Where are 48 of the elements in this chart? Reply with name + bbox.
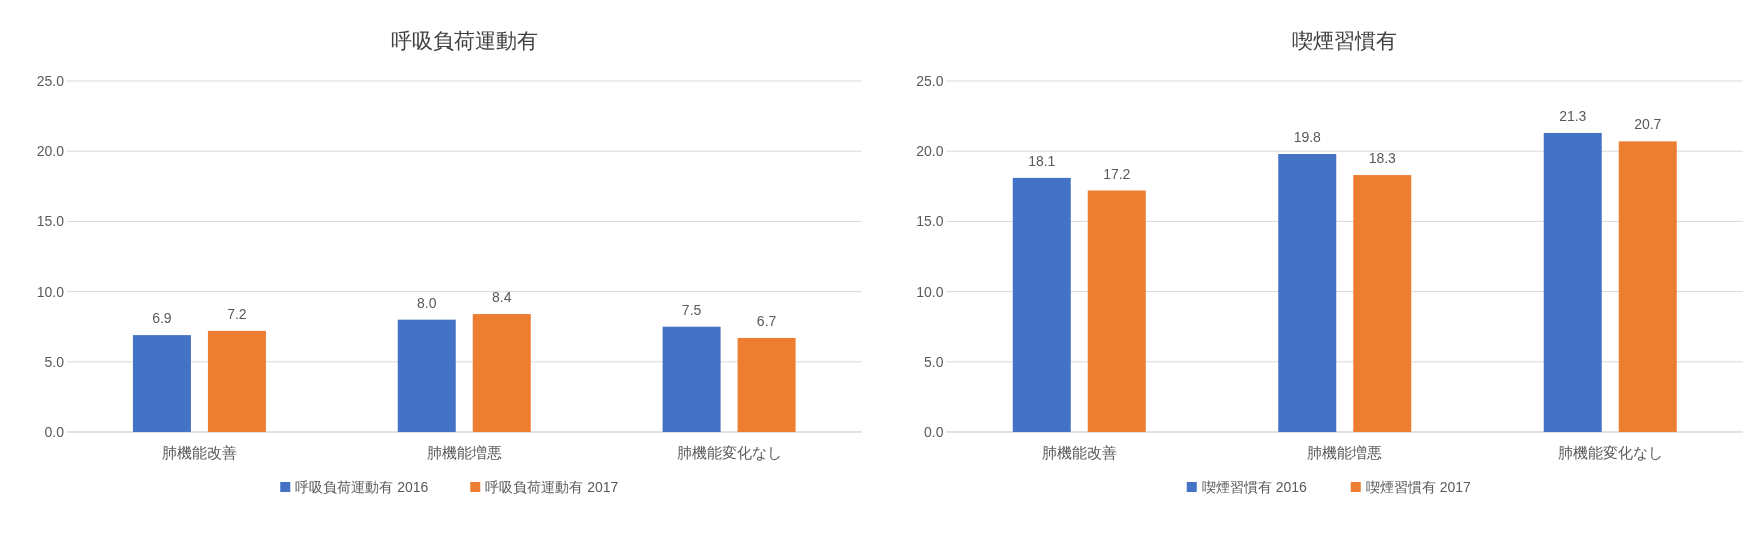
y-tick-label: 15.0 xyxy=(916,213,944,230)
bar xyxy=(737,337,796,432)
x-tick-label: 肺機能改善 xyxy=(161,444,237,461)
chart-title: 呼吸負荷運動有 xyxy=(390,29,538,52)
data-label: 18.1 xyxy=(1028,152,1056,169)
y-tick-label: 25.0 xyxy=(916,73,944,89)
legend-label: 呼吸負荷運動有 2016 xyxy=(295,479,429,495)
y-tick-label: 0.0 xyxy=(924,424,944,440)
data-label: 21.3 xyxy=(1559,107,1587,124)
y-tick-label: 20.0 xyxy=(36,143,65,160)
chart-title: 喫煙習慣有 xyxy=(1292,29,1398,52)
bar xyxy=(397,319,456,432)
x-tick-label: 肺機能増悪 xyxy=(1307,444,1383,461)
legend-label: 喫煙習慣有 2017 xyxy=(1365,479,1471,495)
y-tick-label: 25.0 xyxy=(36,73,65,89)
bar xyxy=(207,330,266,432)
y-tick-label: 5.0 xyxy=(924,353,944,370)
data-label: 17.2 xyxy=(1103,165,1131,182)
legend-label: 呼吸負荷運動有 2017 xyxy=(485,479,619,495)
bar xyxy=(662,326,721,432)
data-label: 18.3 xyxy=(1368,150,1397,167)
bar xyxy=(132,335,191,432)
y-tick-label: 10.0 xyxy=(36,283,65,300)
data-label: 7.5 xyxy=(681,301,702,318)
data-label: 8.0 xyxy=(417,294,437,311)
data-label: 19.8 xyxy=(1293,129,1322,146)
bar xyxy=(1543,132,1602,432)
y-tick-label: 15.0 xyxy=(36,213,65,230)
data-label: 6.7 xyxy=(756,312,777,329)
bar xyxy=(1012,177,1071,432)
bar xyxy=(472,314,531,432)
x-tick-label: 肺機能変化なし xyxy=(1557,444,1663,461)
x-tick-label: 肺機能改善 xyxy=(1041,444,1117,461)
y-tick-label: 0.0 xyxy=(44,424,65,440)
bar xyxy=(1087,190,1146,432)
y-tick-label: 20.0 xyxy=(916,143,944,160)
x-tick-label: 肺機能増悪 xyxy=(426,444,502,461)
bar xyxy=(1618,141,1677,432)
x-tick-label: 肺機能変化なし xyxy=(676,444,782,461)
data-label: 8.4 xyxy=(492,289,512,306)
bar xyxy=(1353,175,1412,432)
bar xyxy=(1278,154,1337,432)
y-tick-label: 5.0 xyxy=(44,353,65,370)
y-tick-label: 10.0 xyxy=(916,283,944,300)
legend-label: 喫煙習慣有 2016 xyxy=(1201,479,1307,495)
data-label: 7.2 xyxy=(227,305,247,322)
data-label: 6.9 xyxy=(152,310,172,327)
data-label: 20.7 xyxy=(1634,116,1662,133)
